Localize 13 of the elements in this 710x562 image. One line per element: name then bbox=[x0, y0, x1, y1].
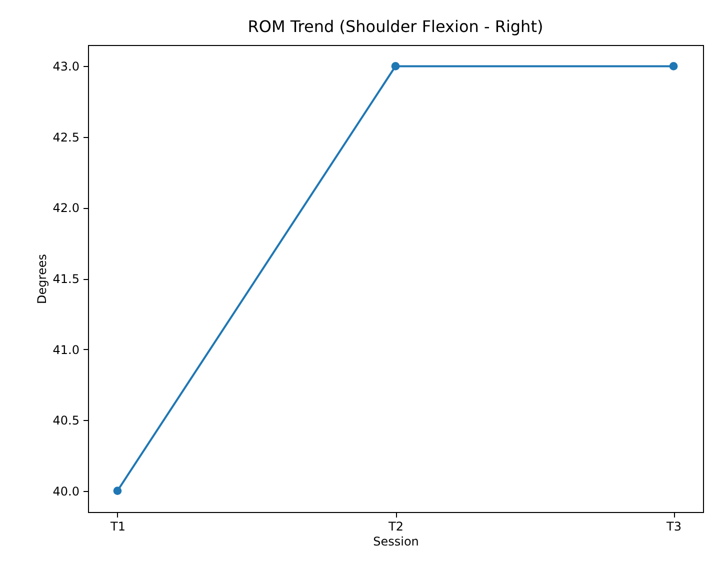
x-tick-label: T1 bbox=[109, 520, 126, 534]
x-axis-title: Session bbox=[373, 534, 419, 548]
y-tick-label: 41.5 bbox=[52, 272, 80, 286]
x-tick-label: T3 bbox=[666, 520, 682, 534]
y-tick-label: 43.0 bbox=[52, 60, 80, 74]
y-axis-title: Degrees bbox=[34, 254, 49, 304]
chart-title: ROM Trend (Shoulder Flexion - Right) bbox=[248, 17, 544, 36]
y-tick-label: 40.0 bbox=[52, 484, 80, 498]
y-tick-label: 41.0 bbox=[52, 342, 80, 357]
y-tick-label: 42.5 bbox=[52, 130, 80, 144]
y-tick-label: 40.5 bbox=[52, 414, 80, 428]
y-tick-label: 42.0 bbox=[52, 201, 80, 216]
x-tick-label: T2 bbox=[388, 520, 404, 534]
